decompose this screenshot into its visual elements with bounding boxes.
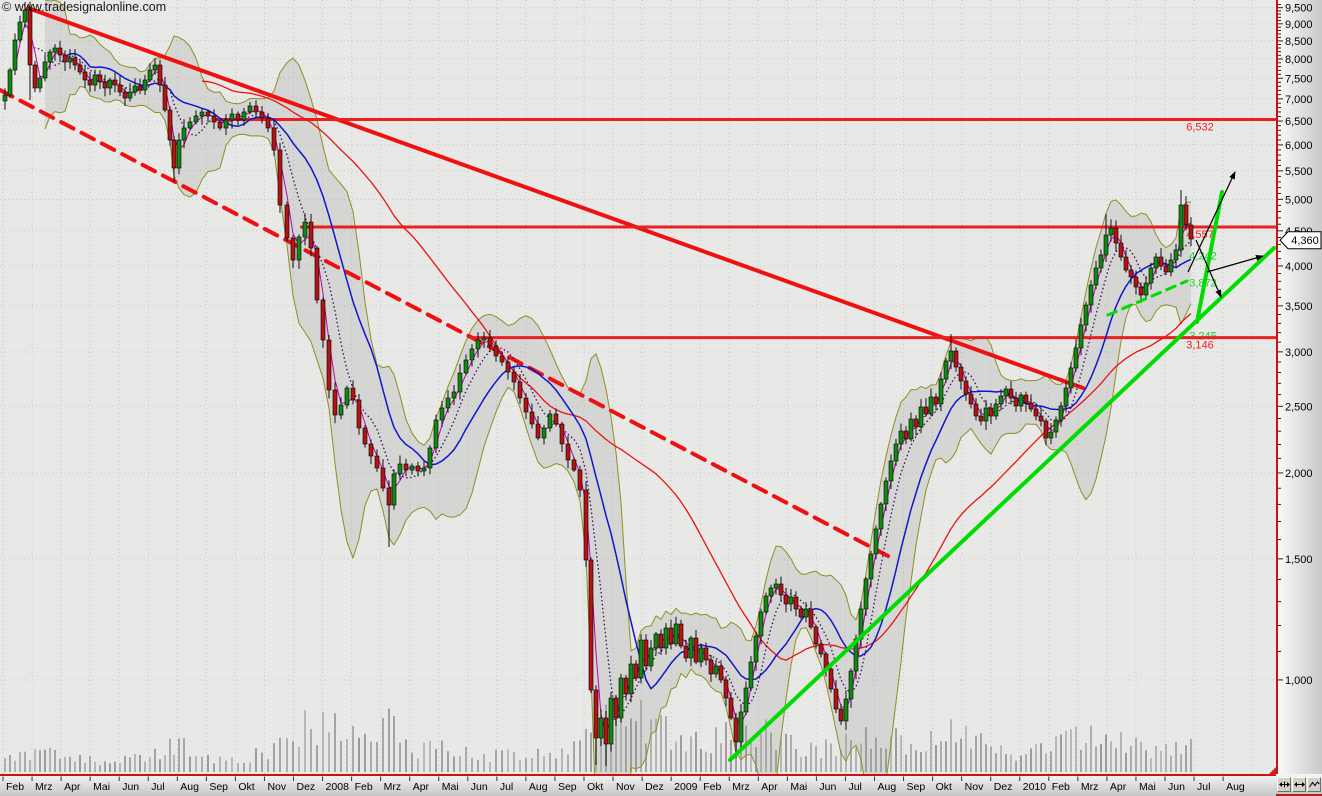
- time-axis-label: Feb: [355, 781, 373, 793]
- grid: [0, 0, 1276, 774]
- price-axis-label: 5,000: [1285, 194, 1313, 206]
- target-trendline-arrow[interactable]: [1206, 255, 1264, 273]
- arrow-left-right-bar-icon: [1278, 780, 1290, 789]
- arrow-left-right-icon: [1293, 780, 1305, 789]
- time-axis-label: Feb: [703, 781, 721, 793]
- line-chart-mode-button[interactable]: [1307, 776, 1321, 792]
- downtrend-dashed[interactable]: [0, 88, 890, 558]
- last-price-tag-value: 4,360: [1291, 235, 1319, 247]
- candlestick-series: [2, 1, 1194, 766]
- price-axis-label: 6,500: [1285, 116, 1313, 128]
- time-axis-label: Apr: [761, 781, 778, 793]
- price-axis-label: 2,500: [1285, 401, 1313, 413]
- steep-uptrend-2010[interactable]: [1195, 190, 1224, 324]
- time-axis-label: Okt: [587, 781, 603, 793]
- time-axis-label: Apr: [64, 781, 81, 793]
- time-axis-label: Mrz: [35, 781, 53, 793]
- price-axis-label: 3,500: [1285, 301, 1313, 313]
- time-axis-label: Jun: [471, 781, 488, 793]
- uptrend-from-2009-low[interactable]: [728, 246, 1276, 762]
- bollinger-upper-band: [44, 0, 1192, 652]
- time-axis-label: Sep: [558, 781, 577, 793]
- resistance-label: 3,146: [1186, 340, 1214, 352]
- compress-time-axis-button[interactable]: [1277, 776, 1291, 792]
- time-axis-label: 2010: [1023, 781, 1047, 793]
- price-axis-label: 8,500: [1285, 36, 1313, 48]
- time-axis-label: Jul: [1197, 781, 1210, 793]
- time-axis-label: Aug: [1226, 781, 1245, 793]
- price-axis[interactable]: 9,500 9,000 8,500 8,000 7,500 7,000 6,500 6,000…: [1276, 0, 1322, 774]
- resistance-label: 6,532: [1186, 122, 1214, 134]
- price-axis-label: 9,500: [1285, 3, 1313, 15]
- watermark: © www.tradesignalonline.com: [2, 0, 167, 14]
- expand-time-axis-button[interactable]: [1292, 776, 1306, 792]
- time-axis-label: Apr: [413, 781, 430, 793]
- time-axis-label: Jul: [848, 781, 861, 793]
- last-price-tag[interactable]: [1279, 231, 1322, 250]
- time-axis-label: Mai: [1139, 781, 1156, 793]
- time-axis-label: Mrz: [732, 781, 750, 793]
- price-axis-label: 7,500: [1285, 73, 1313, 85]
- time-axis-label: Jun: [122, 781, 139, 793]
- time-axis-label: Feb: [6, 781, 24, 793]
- time-axis-label: Sep: [209, 781, 228, 793]
- price-axis-label: 6,000: [1285, 140, 1313, 152]
- bollinger-lower-band: [44, 85, 1192, 796]
- scenario-down-arrow[interactable]: [1195, 239, 1222, 298]
- scenario-up-arrow[interactable]: [1187, 171, 1236, 273]
- time-axis-label: Jul: [151, 781, 164, 793]
- time-axis-label: Okt: [936, 781, 952, 793]
- time-axis-label: Apr: [1110, 781, 1127, 793]
- time-axis-label: 2009: [674, 781, 698, 793]
- time-axis-label: 2008: [326, 781, 350, 793]
- time-axis-label: Mai: [790, 781, 807, 793]
- price-axis-label: 9,000: [1285, 19, 1313, 31]
- time-axis-label: Dez: [645, 781, 664, 793]
- price-axis-label: 3,000: [1285, 347, 1313, 359]
- price-axis-label: 5,500: [1285, 166, 1313, 178]
- time-axis[interactable]: Feb Mrz Apr Mai Jun Jul Aug Sep Okt Nov Dez 2008 Feb…: [0, 774, 1276, 796]
- short-green-dashed-support[interactable]: [1106, 279, 1189, 317]
- time-axis-label: Jun: [1168, 781, 1185, 793]
- time-axis-label: Feb: [1052, 781, 1070, 793]
- time-axis-label: Okt: [238, 781, 254, 793]
- price-axis-label: 1,000: [1285, 675, 1313, 687]
- price-axis-label: 1,500: [1285, 554, 1313, 566]
- zigzag-line-icon: [1308, 780, 1320, 789]
- axis-corner-toolbar: [1276, 774, 1322, 796]
- time-axis-label: Dez: [297, 781, 316, 793]
- pane-resize-handle[interactable]: [1268, 767, 1276, 775]
- time-axis-label: Jun: [819, 781, 836, 793]
- time-axis-label: Nov: [616, 781, 635, 793]
- time-axis-label: Mai: [442, 781, 459, 793]
- price-axis-label: 4,000: [1285, 261, 1313, 273]
- time-axis-label: Jul: [500, 781, 513, 793]
- major-downtrend-solid[interactable]: [26, 6, 1085, 390]
- time-axis-label: Nov: [965, 781, 984, 793]
- moving-average-mid-blue: [64, 52, 1192, 690]
- time-axis-label: Mrz: [1081, 781, 1099, 793]
- time-axis-label: Sep: [907, 781, 926, 793]
- price-axis-label: 8,000: [1285, 54, 1313, 66]
- time-axis-label: Mai: [93, 781, 110, 793]
- time-axis-label: Aug: [878, 781, 897, 793]
- time-axis-label: Mrz: [384, 781, 402, 793]
- time-axis-label: Aug: [529, 781, 548, 793]
- time-axis-label: Dez: [994, 781, 1013, 793]
- price-axis-label: 7,000: [1285, 94, 1313, 106]
- time-axis-label: Nov: [267, 781, 286, 793]
- moving-average-long-red: [201, 80, 1192, 661]
- price-axis-label: 2,000: [1285, 468, 1313, 480]
- time-axis-label: Aug: [180, 781, 199, 793]
